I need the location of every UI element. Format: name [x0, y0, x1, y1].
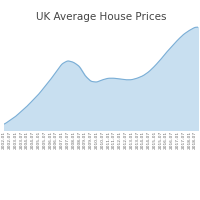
Title: UK Average House Prices: UK Average House Prices	[36, 12, 166, 22]
